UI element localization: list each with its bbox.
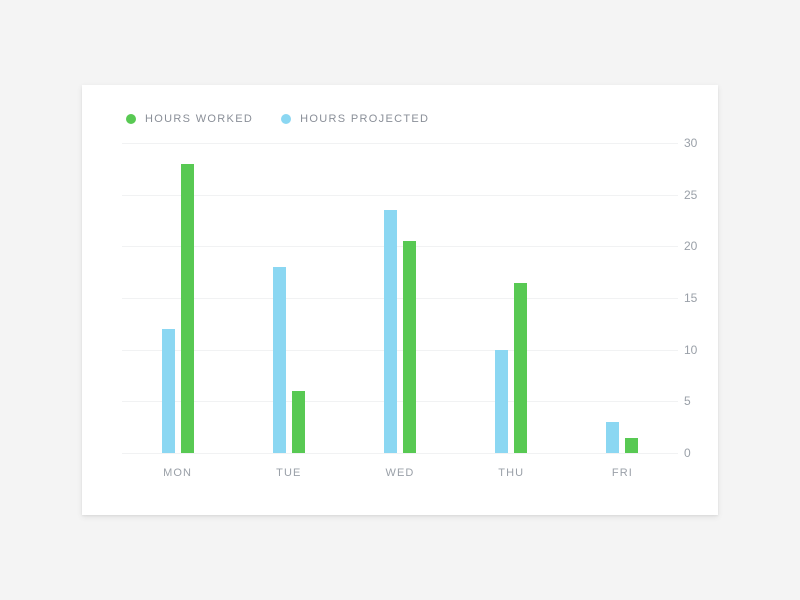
bar-projected [273, 267, 286, 453]
y-tick: 25 [684, 188, 714, 202]
x-label: TUE [233, 467, 344, 479]
bar-group-thu [456, 143, 567, 453]
bar-projected [606, 422, 619, 453]
bar-worked [181, 164, 194, 453]
bar-group-fri [567, 143, 678, 453]
bar-projected [384, 210, 397, 453]
y-tick: 5 [684, 394, 714, 408]
bar-projected [495, 350, 508, 453]
x-axis: MON TUE WED THU FRI [122, 467, 678, 479]
legend-item-worked: HOURS WORKED [126, 113, 253, 125]
bar-worked [514, 283, 527, 454]
y-axis: 30 25 20 15 10 5 0 [684, 143, 714, 453]
y-tick: 30 [684, 136, 714, 150]
legend-dot-worked-icon [126, 114, 136, 124]
bars [122, 143, 678, 453]
chart-plot-area: 30 25 20 15 10 5 0 [122, 143, 678, 453]
legend-item-projected: HOURS PROJECTED [281, 113, 429, 125]
x-label: MON [122, 467, 233, 479]
bar-worked [292, 391, 305, 453]
legend-label-worked: HOURS WORKED [145, 113, 253, 125]
gridline [122, 453, 678, 454]
y-tick: 0 [684, 446, 714, 460]
bar-group-tue [233, 143, 344, 453]
legend-dot-projected-icon [281, 114, 291, 124]
x-label: THU [456, 467, 567, 479]
bar-worked [403, 241, 416, 453]
legend-label-projected: HOURS PROJECTED [300, 113, 429, 125]
legend: HOURS WORKED HOURS PROJECTED [126, 113, 678, 125]
y-tick: 10 [684, 343, 714, 357]
bar-worked [625, 438, 638, 454]
chart-card: HOURS WORKED HOURS PROJECTED [82, 85, 718, 515]
plot: 30 25 20 15 10 5 0 [122, 143, 678, 453]
x-label: WED [344, 467, 455, 479]
y-tick: 15 [684, 291, 714, 305]
y-tick: 20 [684, 239, 714, 253]
bar-group-mon [122, 143, 233, 453]
x-label: FRI [567, 467, 678, 479]
bar-projected [162, 329, 175, 453]
bar-group-wed [344, 143, 455, 453]
